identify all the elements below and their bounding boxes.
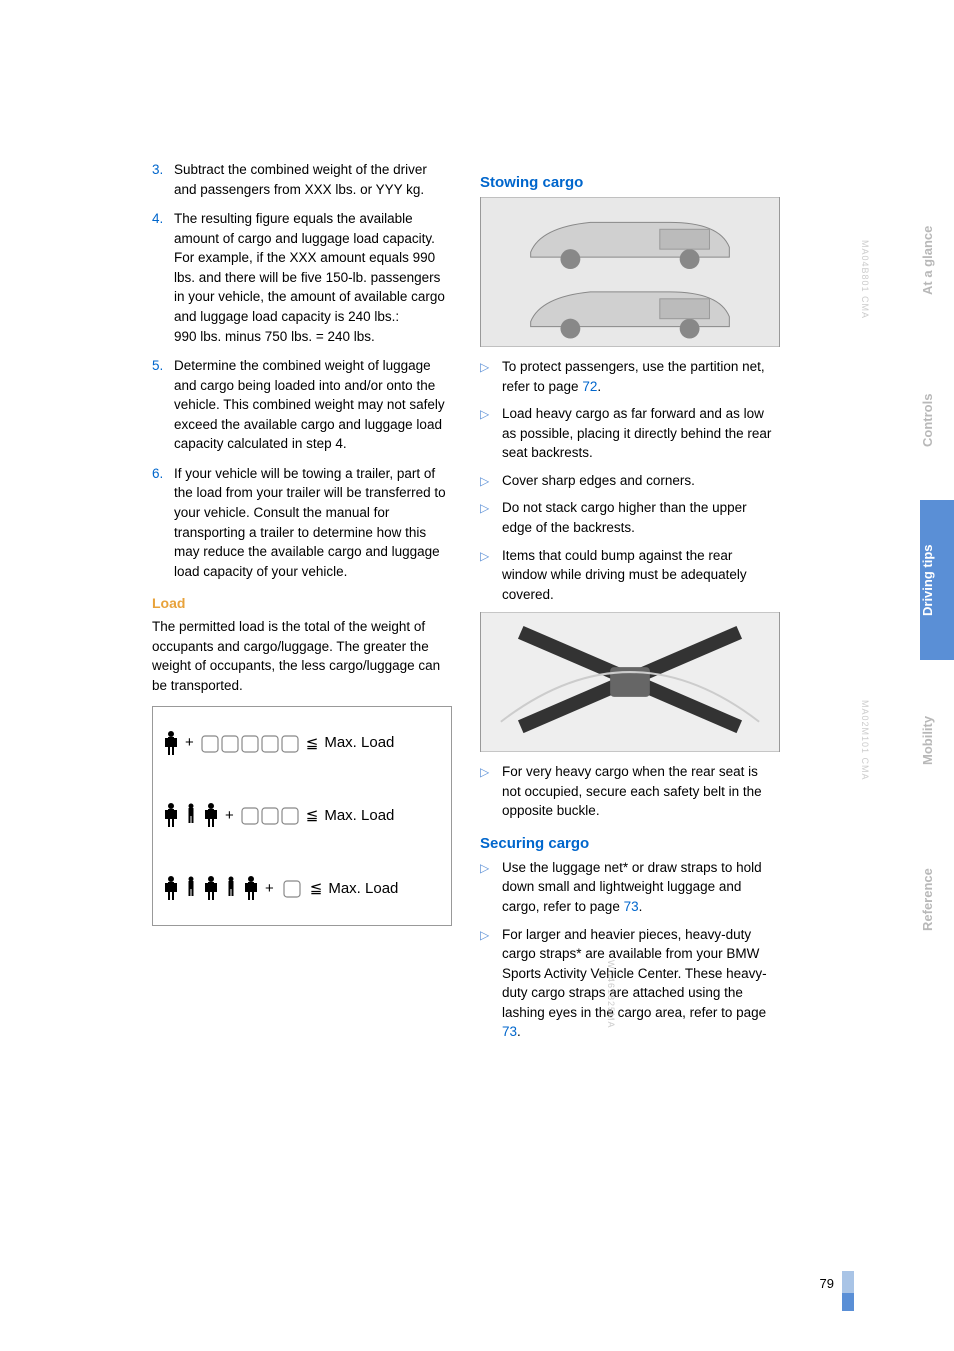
bullet-text: Do not stack cargo higher than the upper… xyxy=(502,498,780,537)
person-icon xyxy=(163,875,179,901)
page-link[interactable]: 73 xyxy=(502,1024,517,1039)
item-text: Subtract the combined weight of the driv… xyxy=(174,160,452,199)
leq-sign: ≦ xyxy=(306,806,319,824)
watermark-car: MA04B801 CMA xyxy=(860,240,870,319)
person-icon xyxy=(203,802,219,828)
person-small-icon xyxy=(185,802,197,828)
list-item: 3. Subtract the combined weight of the d… xyxy=(152,160,452,199)
page-link[interactable]: 73 xyxy=(624,899,639,914)
item-text: The resulting figure equals the availabl… xyxy=(174,209,452,346)
person-icon xyxy=(243,875,259,901)
item-text-main: The resulting figure equals the availabl… xyxy=(174,211,445,324)
triangle-icon: ▷ xyxy=(480,858,502,917)
item-text: If your vehicle will be towing a trailer… xyxy=(174,464,452,581)
list-item: 5. Determine the combined weight of lugg… xyxy=(152,356,452,454)
triangle-icon: ▷ xyxy=(480,925,502,1042)
triangle-icon: ▷ xyxy=(480,498,502,537)
bullet-text: Cover sharp edges and corners. xyxy=(502,471,780,491)
bullet-text: For very heavy cargo when the rear seat … xyxy=(502,762,780,821)
item-number: 3. xyxy=(152,160,174,199)
figure-car-cargo xyxy=(480,197,780,347)
person-icon xyxy=(163,802,179,828)
tab-at-a-glance[interactable]: At a glance xyxy=(920,180,954,340)
tab-mobility[interactable]: Mobility xyxy=(920,660,954,820)
left-column: 3. Subtract the combined weight of the d… xyxy=(152,160,452,1050)
page-link[interactable]: 72 xyxy=(582,379,597,394)
luggage-3-icon xyxy=(240,802,300,828)
page-number-bar-fg xyxy=(842,1293,854,1311)
max-load-label: Max. Load xyxy=(324,734,394,751)
bullet-text: Load heavy cargo as far forward and as l… xyxy=(502,404,780,463)
list-item: 4. The resulting figure equals the avail… xyxy=(152,209,452,346)
triangle-icon: ▷ xyxy=(480,762,502,821)
max-load-label: Max. Load xyxy=(324,807,394,824)
triangle-icon: ▷ xyxy=(480,357,502,396)
bullet-item: ▷ Load heavy cargo as far forward and as… xyxy=(480,404,780,463)
bullet-text: Items that could bump against the rear w… xyxy=(502,546,780,605)
luggage-5-icon xyxy=(200,730,300,756)
person-small-icon xyxy=(185,875,197,901)
item-text: Determine the combined weight of luggage… xyxy=(174,356,452,454)
side-tabs: At a glance Controls Driving tips Mobili… xyxy=(920,180,954,980)
load-row-1: + ≦ Max. Load xyxy=(153,718,451,768)
item-text-extra: 990 lbs. minus 750 lbs. = 240 lbs. xyxy=(174,329,375,344)
load-body: The permitted load is the total of the w… xyxy=(152,617,452,695)
bullet-item: ▷ Items that could bump against the rear… xyxy=(480,546,780,605)
triangle-icon: ▷ xyxy=(480,471,502,491)
page-number: 79 xyxy=(820,1276,834,1291)
triangle-icon: ▷ xyxy=(480,404,502,463)
leq-sign: ≦ xyxy=(306,734,319,752)
item-number: 6. xyxy=(152,464,174,581)
plus-sign: + xyxy=(185,734,194,751)
bullet-item: ▷ Cover sharp edges and corners. xyxy=(480,471,780,491)
bullet-item: ▷ For very heavy cargo when the rear sea… xyxy=(480,762,780,821)
leq-sign: ≦ xyxy=(310,879,323,897)
figure-seatbelt xyxy=(480,612,780,752)
bullet-post: . xyxy=(639,899,643,914)
load-row-2: + ≦ Max. Load xyxy=(153,790,451,840)
person-icon xyxy=(163,730,179,756)
max-load-label: Max. Load xyxy=(328,880,398,897)
watermark-belt: MA02M101 CMA xyxy=(860,700,870,781)
item-number: 4. xyxy=(152,209,174,346)
person-small-icon xyxy=(225,875,237,901)
content-columns: 3. Subtract the combined weight of the d… xyxy=(152,160,852,1050)
plus-sign: + xyxy=(225,807,234,824)
bullet-pre: To protect passengers, use the partition… xyxy=(502,359,765,394)
figure-load-capacity: + ≦ Max. Load + ≦ Max. Load xyxy=(152,706,452,926)
bullet-post: . xyxy=(597,379,601,394)
car-cargo-illustration xyxy=(481,197,779,347)
bullet-item: ▷ To protect passengers, use the partiti… xyxy=(480,357,780,396)
bullet-item: ▷ Do not stack cargo higher than the upp… xyxy=(480,498,780,537)
page: At a glance Controls Driving tips Mobili… xyxy=(0,0,954,1351)
bullet-item: ▷ For larger and heavier pieces, heavy-d… xyxy=(480,925,780,1042)
tab-driving-tips[interactable]: Driving tips xyxy=(920,500,954,660)
triangle-icon: ▷ xyxy=(480,546,502,605)
list-item: 6. If your vehicle will be towing a trai… xyxy=(152,464,452,581)
plus-sign: + xyxy=(265,880,274,897)
item-number: 5. xyxy=(152,356,174,454)
luggage-1-icon xyxy=(280,875,304,901)
right-column: Stowing cargo xyxy=(480,160,780,1050)
tab-controls[interactable]: Controls xyxy=(920,340,954,500)
bullet-item: ▷ Use the luggage net* or draw straps to… xyxy=(480,858,780,917)
heading-securing-cargo: Securing cargo xyxy=(480,835,780,852)
tab-reference[interactable]: Reference xyxy=(920,820,954,980)
bullet-pre: For larger and heavier pieces, heavy-dut… xyxy=(502,927,767,1020)
heading-stowing-cargo: Stowing cargo xyxy=(480,174,780,191)
bullet-text: Use the luggage net* or draw straps to h… xyxy=(502,858,780,917)
load-row-3: + ≦ Max. Load xyxy=(153,863,451,913)
watermark-load: WC461825MA xyxy=(606,960,616,1029)
bullet-text: To protect passengers, use the partition… xyxy=(502,357,780,396)
person-icon xyxy=(203,875,219,901)
heading-load: Load xyxy=(152,595,452,611)
bullet-post: . xyxy=(517,1024,521,1039)
seatbelt-illustration xyxy=(481,612,779,752)
bullet-text: For larger and heavier pieces, heavy-dut… xyxy=(502,925,780,1042)
